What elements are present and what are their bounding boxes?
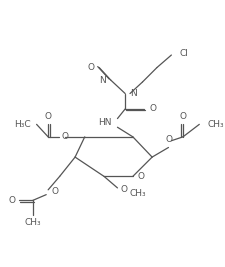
Text: O: O [149,104,156,113]
Text: HN: HN [98,118,112,127]
Text: N: N [99,76,106,85]
Text: O: O [51,187,58,196]
Text: O: O [87,63,94,72]
Text: O: O [45,112,52,120]
Text: O: O [120,185,127,194]
Text: O: O [180,112,187,120]
Text: Cl: Cl [179,49,188,58]
Text: CH₃: CH₃ [130,189,147,198]
Text: H₃C: H₃C [14,120,31,129]
Text: N: N [130,89,137,98]
Text: CH₃: CH₃ [207,120,224,129]
Text: O: O [8,196,15,205]
Text: O: O [166,135,173,144]
Text: O: O [61,132,68,141]
Text: CH₃: CH₃ [25,218,41,227]
Text: O: O [138,172,145,181]
